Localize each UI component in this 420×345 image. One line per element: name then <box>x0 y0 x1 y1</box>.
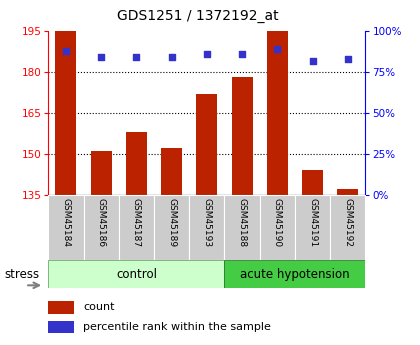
Text: control: control <box>116 268 157 281</box>
Point <box>63 48 69 53</box>
Bar <box>189 195 224 260</box>
Bar <box>48 260 224 288</box>
Text: GSM45188: GSM45188 <box>238 198 247 247</box>
Text: GDS1251 / 1372192_at: GDS1251 / 1372192_at <box>117 9 278 23</box>
Bar <box>161 148 182 195</box>
Bar <box>55 31 76 195</box>
Bar <box>337 189 358 195</box>
Bar <box>91 151 112 195</box>
Bar <box>154 195 189 260</box>
Bar <box>295 195 330 260</box>
Text: GSM45187: GSM45187 <box>132 198 141 247</box>
Bar <box>48 321 74 334</box>
Bar <box>126 132 147 195</box>
Text: GSM45191: GSM45191 <box>308 198 317 247</box>
Bar <box>330 195 365 260</box>
Bar <box>48 195 84 260</box>
Bar <box>119 195 154 260</box>
Bar <box>84 195 119 260</box>
Text: GSM45192: GSM45192 <box>343 198 352 247</box>
Point <box>133 55 140 60</box>
Text: acute hypotension: acute hypotension <box>240 268 350 281</box>
Text: GSM45189: GSM45189 <box>167 198 176 247</box>
Bar <box>231 78 253 195</box>
Point <box>98 55 105 60</box>
Point <box>309 58 316 63</box>
Bar <box>48 301 74 314</box>
Bar <box>267 31 288 195</box>
Bar <box>302 170 323 195</box>
Bar <box>196 94 218 195</box>
Text: count: count <box>83 303 115 313</box>
Text: GSM45193: GSM45193 <box>202 198 211 247</box>
Bar <box>224 260 365 288</box>
Point <box>168 55 175 60</box>
Text: GSM45190: GSM45190 <box>273 198 282 247</box>
Point <box>344 56 351 62</box>
Point <box>239 51 245 57</box>
Point <box>274 46 281 52</box>
Bar <box>260 195 295 260</box>
Bar <box>224 195 260 260</box>
Text: percentile rank within the sample: percentile rank within the sample <box>83 322 271 332</box>
Text: stress: stress <box>4 268 39 281</box>
Text: GSM45184: GSM45184 <box>61 198 71 247</box>
Point <box>203 51 210 57</box>
Text: GSM45186: GSM45186 <box>97 198 106 247</box>
